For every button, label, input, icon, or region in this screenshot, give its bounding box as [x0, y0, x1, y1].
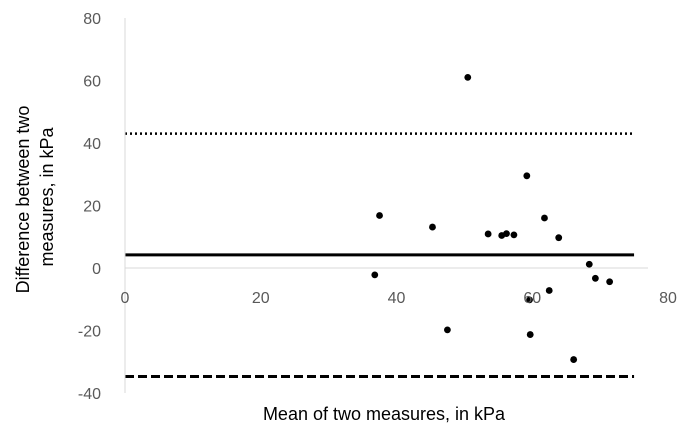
data-point — [606, 278, 614, 286]
y-tick-label: 40 — [83, 136, 101, 153]
data-point — [484, 230, 492, 238]
data-point — [526, 296, 533, 304]
data-point — [376, 212, 383, 219]
y-axis-title: Difference between two measures, in kPa — [13, 101, 57, 294]
y-axis-title-line-1: Difference between two — [13, 106, 33, 294]
data-point — [371, 271, 379, 279]
x-axis-title: Mean of two measures, in kPa — [263, 404, 506, 424]
x-tick-label: 60 — [523, 290, 541, 307]
y-tick-label: 0 — [92, 261, 101, 278]
data-point — [429, 223, 436, 231]
data-point — [570, 356, 578, 363]
data-point — [510, 231, 518, 239]
y-tick-label: 60 — [83, 74, 101, 91]
data-point — [444, 326, 451, 334]
y-tick-label: -40 — [78, 386, 101, 403]
data-point — [585, 260, 593, 268]
y-tick-label: 80 — [83, 11, 101, 28]
data-point — [503, 230, 510, 238]
data-point — [591, 274, 599, 282]
x-tick-label: 80 — [659, 290, 677, 307]
x-tick-label: 0 — [121, 290, 130, 307]
x-tick-label: 40 — [388, 290, 406, 307]
data-point — [545, 287, 553, 294]
data-point — [526, 331, 534, 338]
data-point — [541, 214, 548, 222]
data-point — [555, 234, 563, 242]
x-tick-label: 20 — [252, 290, 270, 307]
data-point — [523, 172, 531, 180]
y-tick-label: -20 — [78, 324, 101, 341]
data-point — [464, 73, 472, 81]
y-tick-label: 20 — [83, 199, 101, 216]
y-axis-title-line-2: measures, in kPa — [37, 126, 57, 266]
